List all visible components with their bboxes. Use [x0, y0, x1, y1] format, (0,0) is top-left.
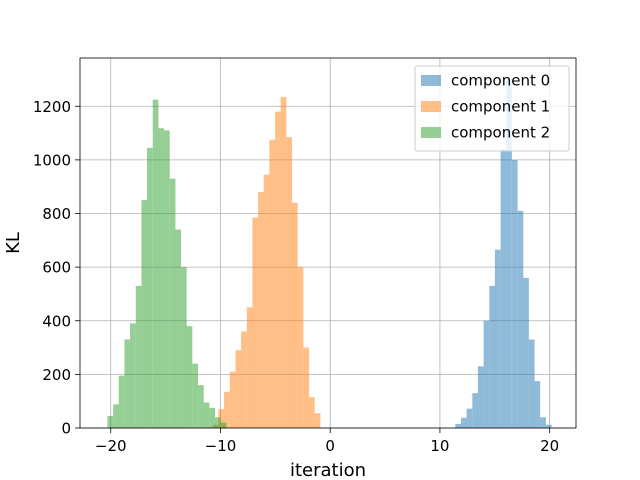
histogram-bar [523, 277, 529, 428]
histogram-bar [292, 202, 298, 428]
y-tick-label: 400 [42, 312, 71, 330]
histogram-bar [286, 137, 293, 428]
histogram-bar [517, 210, 524, 428]
x-axis-ticks: −20 −10 0 10 20 [95, 428, 559, 455]
histogram-bar [229, 371, 236, 428]
histogram-bar [246, 307, 253, 428]
histogram-bar [489, 285, 495, 428]
histogram-bar [209, 407, 216, 428]
histogram-bar [186, 326, 193, 428]
legend-box [414, 65, 570, 152]
legend-label: component 2 [451, 124, 550, 142]
histogram-bar [528, 339, 535, 428]
y-tick-label: 200 [42, 366, 71, 384]
y-axis-ticks: 0 200 400 600 800 1000 1200 [33, 98, 80, 438]
legend-swatch [421, 75, 441, 86]
y-tick-label: 600 [42, 259, 71, 277]
histogram-bar [218, 409, 225, 428]
histogram-bar [118, 375, 125, 428]
histogram-bar [181, 267, 187, 428]
histogram-bar [113, 404, 119, 428]
histogram-bar [158, 128, 165, 428]
histogram-bar [135, 285, 142, 428]
histogram-bar [192, 363, 199, 428]
plot-frame [79, 57, 577, 429]
histogram-bar [152, 99, 159, 428]
histogram-bar [214, 417, 221, 428]
histogram-bar [203, 402, 210, 428]
histogram-bar [235, 350, 242, 428]
histogram-bar [147, 147, 153, 428]
histogram-bar [483, 320, 490, 428]
x-tick-label: −20 [95, 437, 127, 455]
legend-swatch [421, 101, 441, 112]
histogram-bar [224, 391, 230, 428]
histogram-bar [107, 415, 114, 428]
x-tick-label: 0 [325, 437, 335, 455]
histogram-bar [275, 111, 281, 428]
histogram-bar [472, 393, 478, 428]
legend-swatch [421, 127, 441, 138]
histogram-bar [124, 339, 131, 428]
y-tick-label: 1200 [33, 98, 71, 116]
y-tick-label: 0 [61, 420, 71, 438]
histogram-bar [477, 366, 484, 428]
histogram-bar [540, 417, 546, 428]
histogram-bar [252, 217, 259, 428]
histogram-bar [241, 331, 247, 428]
histogram-bar [534, 381, 541, 428]
series-0-bars [455, 79, 552, 428]
x-tick-label: 10 [430, 437, 449, 455]
histogram-bar [263, 174, 270, 428]
legend: component 0 component 1 component 2 [414, 65, 570, 152]
histogram-bar [303, 347, 310, 428]
histogram-bar [309, 397, 315, 428]
histogram-bar [258, 192, 264, 428]
y-tick-label: 1000 [33, 151, 71, 169]
x-axis-label: iteration [290, 460, 366, 480]
histogram-bar [460, 417, 467, 428]
histogram-bar [175, 229, 182, 428]
histogram-bar [506, 79, 512, 428]
y-axis-label: KL [3, 232, 24, 254]
histogram-bar [220, 422, 227, 428]
legend-label: component 1 [451, 98, 550, 116]
histogram-bar [466, 408, 473, 428]
histogram-bar [500, 149, 507, 428]
histogram-bar [269, 139, 276, 428]
histogram-bar [280, 96, 287, 429]
histogram-bar [314, 413, 321, 428]
histogram-bar [198, 385, 204, 428]
histogram-bars [107, 79, 552, 429]
histogram-bar [494, 249, 501, 428]
histogram-bar [297, 267, 304, 428]
legend-label: component 0 [451, 72, 550, 90]
y-tick-label: 800 [42, 205, 71, 223]
histogram-bar [511, 159, 518, 428]
histogram-bar [164, 130, 170, 429]
histogram-bar [141, 200, 148, 428]
histogram-bar [455, 423, 461, 428]
histogram-bar [169, 178, 176, 428]
series-2-bars [107, 99, 227, 429]
histogram-bar [130, 323, 136, 428]
x-tick-label: −10 [205, 437, 237, 455]
series-1-bars [212, 96, 321, 429]
histogram-bar [545, 424, 552, 428]
x-tick-label: 20 [540, 437, 559, 455]
